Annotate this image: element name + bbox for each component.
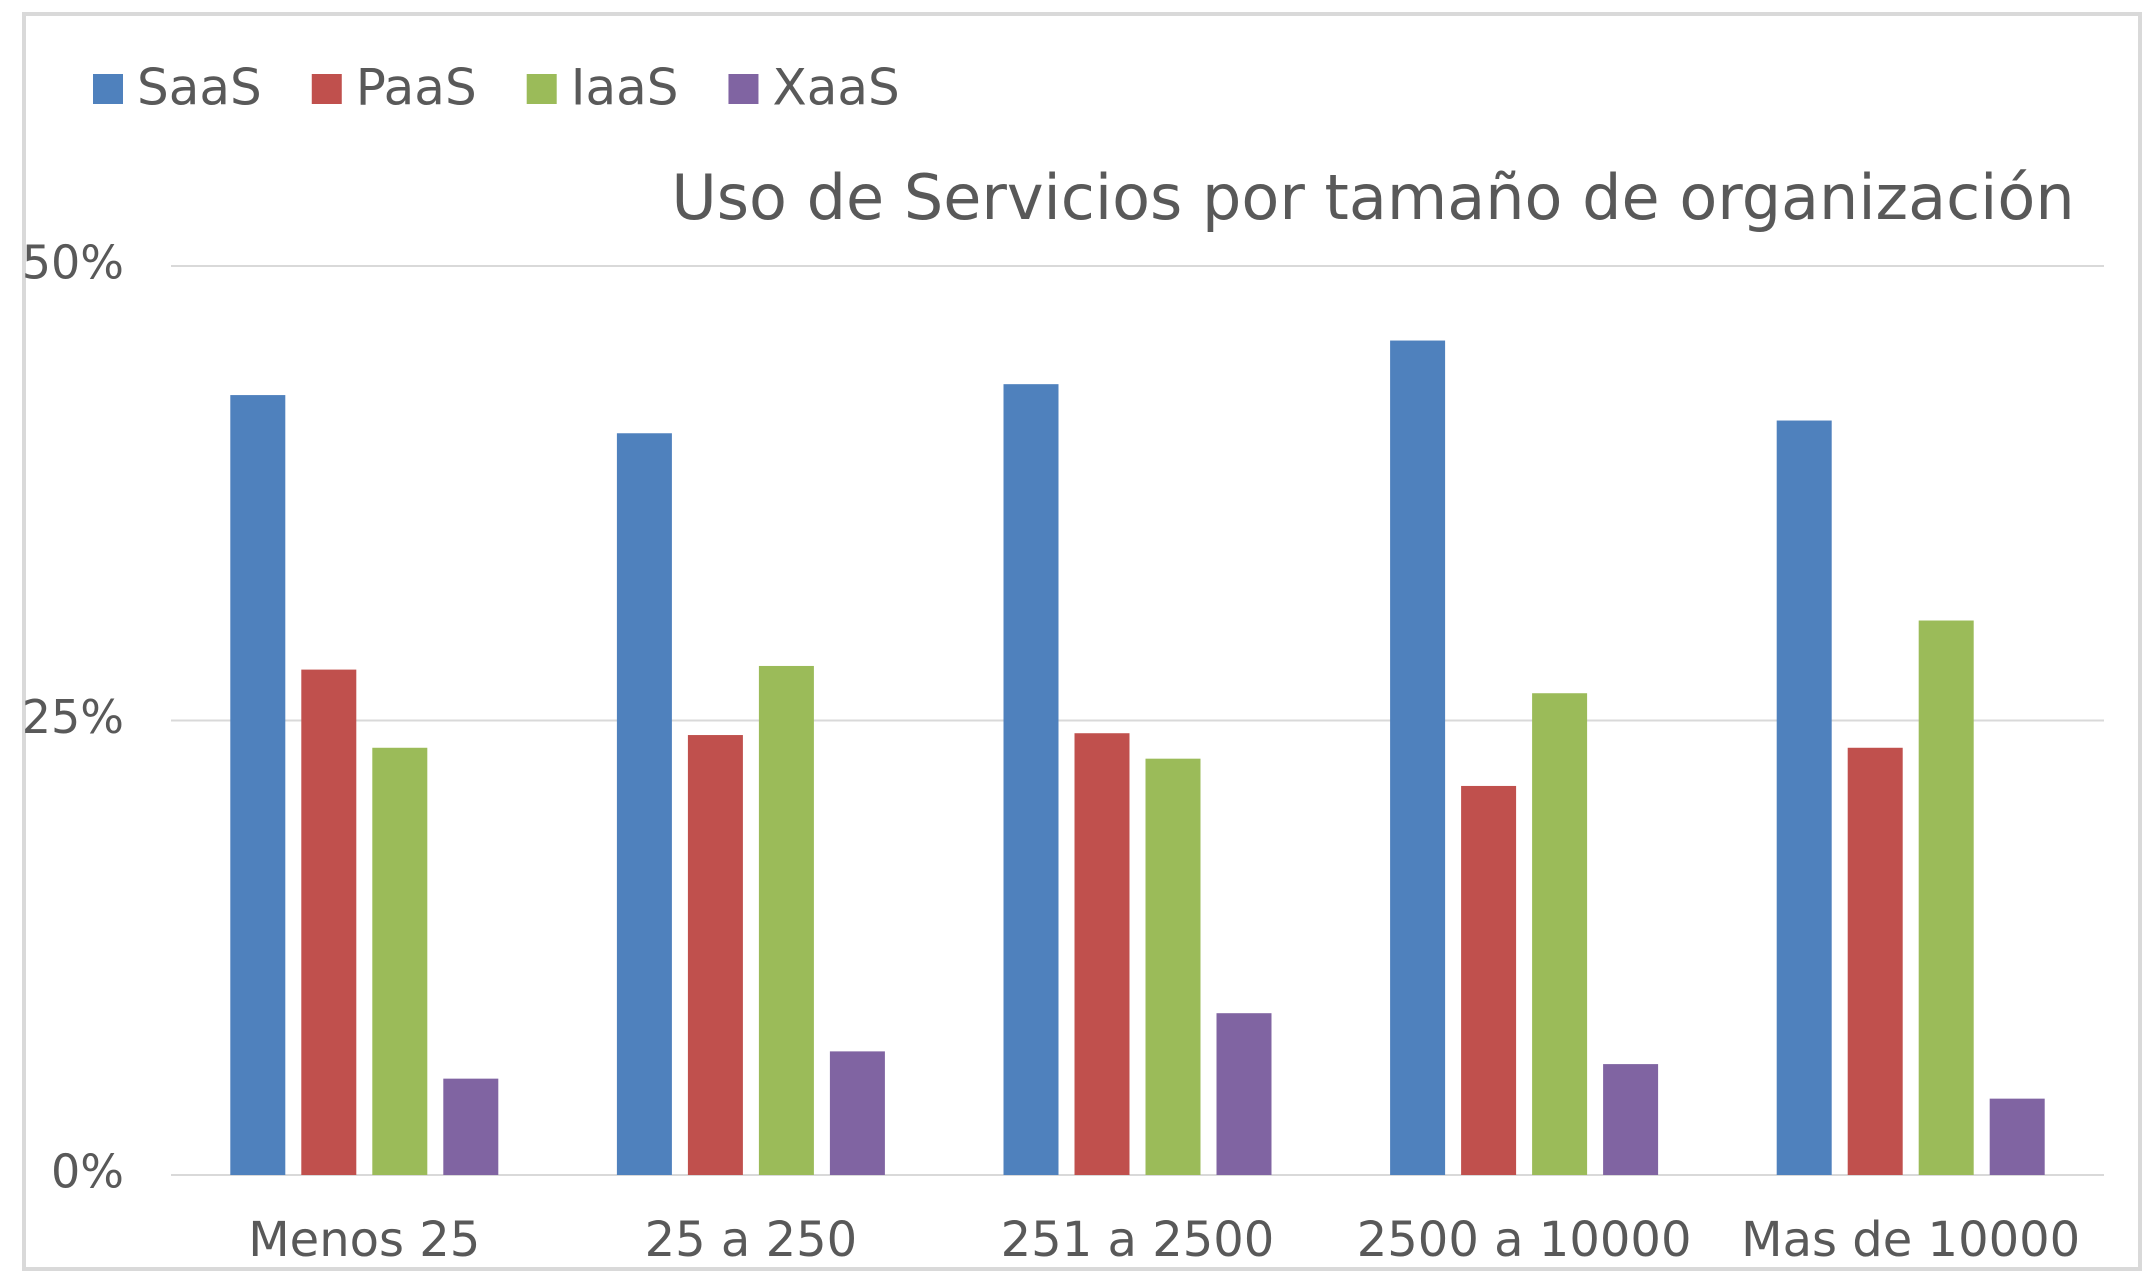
bar (1532, 693, 1588, 1175)
y-tick-label: 0% (51, 1145, 124, 1199)
bar (1145, 758, 1201, 1175)
legend-swatch (93, 74, 123, 104)
x-tick-label: 2500 a 10000 (1357, 1212, 1692, 1268)
bar (829, 1051, 885, 1175)
bar (301, 669, 357, 1175)
x-tick-label: Menos 25 (248, 1212, 480, 1268)
bar (1216, 1013, 1272, 1175)
bar (1074, 733, 1130, 1175)
x-tick-label: 25 a 250 (645, 1212, 858, 1268)
y-tick-label: 50% (22, 236, 124, 290)
bar (616, 433, 672, 1176)
bar (1003, 384, 1059, 1175)
legend-swatch (311, 74, 342, 104)
chart-title: Uso de Servicios por tamaño de organizac… (671, 161, 2074, 234)
legend-swatch (526, 74, 557, 104)
legend-label: SaaS (137, 59, 262, 117)
bar (1989, 1098, 2045, 1175)
legend-swatch (728, 74, 759, 104)
x-tick-label: Mas de 10000 (1741, 1212, 2080, 1268)
bar (687, 735, 743, 1175)
bar (230, 395, 286, 1175)
legend-label: PaaS (356, 59, 477, 117)
bar (1847, 747, 1903, 1175)
bar (1918, 620, 1974, 1175)
bar (443, 1078, 499, 1175)
legend-label: IaaS (571, 59, 679, 117)
bar (1776, 420, 1832, 1175)
legend-label: XaaS (772, 59, 899, 117)
bar (372, 747, 428, 1175)
bar (1603, 1064, 1659, 1175)
bar (1461, 785, 1517, 1175)
x-tick-label: 251 a 2500 (1001, 1212, 1275, 1268)
bar (1390, 340, 1446, 1176)
y-tick-label: 25% (22, 690, 124, 744)
bar (758, 665, 814, 1175)
